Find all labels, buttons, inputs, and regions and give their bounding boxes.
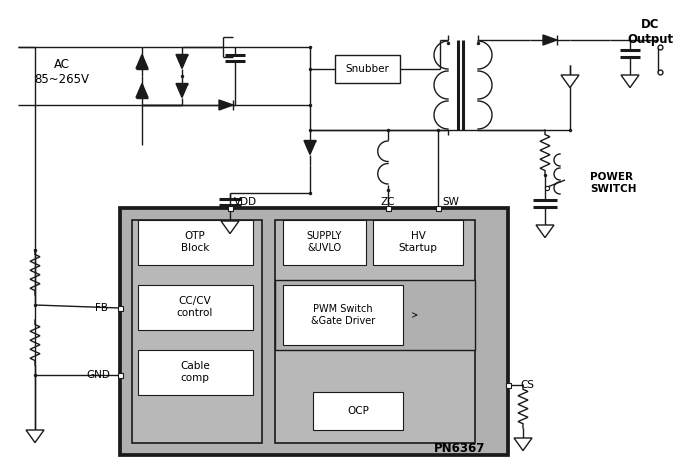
Bar <box>283 220 366 265</box>
Bar <box>505 382 511 388</box>
Text: GND: GND <box>86 370 110 380</box>
Bar <box>132 220 262 443</box>
Polygon shape <box>621 75 639 87</box>
Bar <box>275 220 475 443</box>
Bar <box>138 220 253 265</box>
Text: HV
Startup: HV Startup <box>398 231 437 253</box>
Polygon shape <box>543 35 557 45</box>
Text: OTP
Block: OTP Block <box>181 231 209 253</box>
Polygon shape <box>136 55 148 68</box>
Bar <box>335 55 400 83</box>
Text: SUPPLY
&UVLO: SUPPLY &UVLO <box>306 231 342 253</box>
Polygon shape <box>514 438 532 451</box>
Polygon shape <box>176 84 188 97</box>
Text: POWER
SWITCH: POWER SWITCH <box>590 172 637 194</box>
Bar <box>386 206 391 210</box>
Polygon shape <box>219 100 233 110</box>
Polygon shape <box>304 141 316 154</box>
Bar <box>283 285 403 345</box>
Text: Snubber: Snubber <box>345 64 389 74</box>
Text: OCP: OCP <box>347 406 369 416</box>
Text: CS: CS <box>520 380 534 390</box>
Bar <box>275 280 475 350</box>
Text: VDD: VDD <box>234 197 257 207</box>
Text: FB: FB <box>95 303 108 313</box>
Polygon shape <box>561 75 579 87</box>
Bar <box>117 305 122 311</box>
Text: SW: SW <box>442 197 459 207</box>
Text: PN6367: PN6367 <box>434 441 486 455</box>
Bar <box>313 392 403 430</box>
Bar <box>373 220 463 265</box>
Text: ZC: ZC <box>381 197 395 207</box>
Bar <box>436 206 441 210</box>
Text: PWM Switch
&Gate Driver: PWM Switch &Gate Driver <box>311 304 375 326</box>
Polygon shape <box>176 55 188 68</box>
Text: DC
Output: DC Output <box>627 18 673 46</box>
Bar <box>138 350 253 395</box>
Polygon shape <box>536 225 554 238</box>
Polygon shape <box>221 221 239 234</box>
Text: Cable
comp: Cable comp <box>180 361 210 383</box>
Text: AC
85~265V: AC 85~265V <box>35 58 90 86</box>
Text: CC/CV
control: CC/CV control <box>177 296 213 318</box>
Polygon shape <box>26 430 44 443</box>
Polygon shape <box>136 84 148 97</box>
Bar <box>138 285 253 330</box>
Bar <box>227 206 233 210</box>
Bar <box>117 372 122 378</box>
Bar <box>120 208 508 455</box>
